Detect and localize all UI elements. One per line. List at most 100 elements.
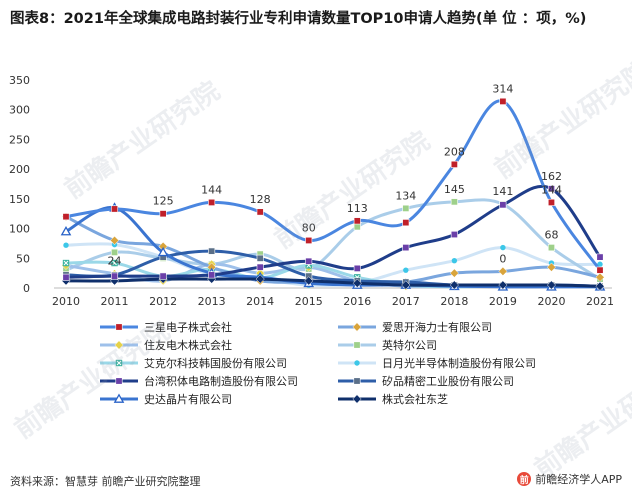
x-tick-label: 2021 — [586, 295, 614, 308]
data-point — [498, 280, 508, 290]
data-point — [547, 244, 555, 252]
data-label: 145 — [444, 183, 465, 196]
legend-item: 艾克尔科技韩国股份有限公司 — [100, 356, 287, 370]
y-tick-label: 50 — [16, 252, 30, 265]
legend-swatch-marker — [115, 323, 123, 331]
legend-swatch-marker — [354, 360, 360, 366]
data-label: 134 — [395, 189, 416, 202]
data-point — [63, 242, 69, 248]
data-label: 128 — [250, 193, 271, 206]
data-point — [450, 198, 458, 206]
data-point — [401, 280, 411, 290]
chart-title: 图表8：2021年全球集成电路封装行业专利申请数量TOP10申请人趋势(单 位 … — [10, 11, 587, 27]
legend-swatch-marker — [114, 340, 124, 350]
legend-item: 爱思开海力士有限公司 — [338, 320, 492, 334]
legend-label: 三星电子株式会社 — [144, 320, 232, 334]
legend-label: 株式会社东芝 — [382, 392, 448, 406]
series-1 — [62, 97, 604, 274]
data-point — [157, 246, 169, 257]
data-label: 141 — [492, 185, 513, 198]
x-tick-label: 2010 — [52, 295, 80, 308]
legend-swatch-marker — [352, 322, 362, 332]
brand-logo-icon: 前 — [517, 472, 532, 486]
data-point — [450, 160, 458, 168]
data-point — [159, 272, 167, 280]
data-point — [62, 213, 70, 221]
source-note: 资料来源：智慧芽 前瞻产业研究院整理 — [10, 475, 201, 488]
data-label: 0 — [499, 252, 506, 265]
legend-swatch-marker-x — [116, 360, 122, 366]
legend-item: 矽品精密工业股份有限公司 — [338, 374, 514, 388]
data-point — [159, 210, 167, 218]
data-point — [547, 185, 555, 193]
data-label: 208 — [444, 145, 465, 158]
y-tick-label: 150 — [9, 193, 30, 206]
data-point — [546, 262, 557, 272]
data-point — [596, 266, 604, 274]
data-point — [208, 247, 216, 255]
legend-item: 台湾积体电路制造股份有限公司 — [100, 374, 298, 388]
legend-item: 英特尔公司 — [338, 338, 437, 352]
data-point — [402, 219, 410, 227]
data-label: 113 — [347, 202, 368, 215]
data-point — [111, 272, 119, 280]
legend-item: 日月光半导体制造股份有限公司 — [338, 356, 536, 370]
data-label: 162 — [541, 170, 562, 183]
x-tick-label: 2015 — [295, 295, 323, 308]
legend-item: 三星电子株式会社 — [100, 320, 232, 334]
legend-label: 住友电木株式会社 — [144, 338, 232, 352]
data-label: 144 — [541, 183, 562, 196]
data-label: 314 — [492, 82, 513, 95]
legend-label: 艾克尔科技韩国股份有限公司 — [144, 356, 287, 370]
data-point — [256, 208, 264, 216]
data-point — [547, 198, 555, 206]
legend-item: 株式会社东芝 — [338, 392, 448, 406]
data-point — [498, 266, 508, 276]
data-point — [499, 97, 507, 105]
data-point — [111, 205, 119, 213]
y-tick-label: 0 — [23, 282, 30, 295]
data-point — [305, 257, 313, 265]
y-tick-label: 100 — [9, 223, 30, 236]
data-point — [449, 268, 459, 278]
data-point — [305, 236, 313, 244]
legend-swatch-marker — [113, 393, 125, 403]
data-point — [353, 264, 361, 272]
data-label: 144 — [201, 183, 222, 196]
data-point — [402, 244, 410, 252]
y-tick-label: 200 — [9, 163, 30, 176]
brand: 前 前瞻经济学人APP — [517, 471, 622, 487]
data-point — [353, 217, 361, 225]
data-point — [451, 257, 458, 264]
x-tick-label: 2019 — [489, 295, 517, 308]
legend-swatch-marker — [353, 341, 361, 349]
data-label: 125 — [153, 195, 174, 208]
data-point — [255, 274, 265, 284]
data-point — [546, 280, 557, 290]
legend-item: 住友电木株式会社 — [100, 338, 232, 352]
y-tick-label: 350 — [9, 74, 30, 87]
x-tick-label: 2017 — [392, 295, 420, 308]
data-point — [208, 198, 216, 206]
data-point — [597, 261, 603, 267]
legend-label: 矽品精密工业股份有限公司 — [382, 374, 514, 388]
x-tick-label: 2012 — [149, 295, 177, 308]
data-point — [403, 267, 409, 273]
data-point-x — [112, 260, 117, 266]
data-point — [500, 244, 506, 251]
legend-label: 台湾积体电路制造股份有限公司 — [144, 374, 298, 388]
line-chart: 0 50 100 150 200 250 300 350 2010 2011 2012 2013 201… — [9, 74, 614, 406]
y-tick-label: 300 — [9, 104, 30, 117]
y-tick-label: 250 — [9, 133, 30, 146]
data-point — [352, 278, 362, 288]
legend-label: 日月光半导体制造股份有限公司 — [382, 356, 536, 370]
data-point — [109, 235, 120, 246]
data-point — [402, 204, 410, 212]
data-point-x — [63, 260, 69, 266]
data-point — [208, 271, 216, 279]
data-point — [449, 280, 459, 290]
data-point — [596, 253, 604, 261]
brand-name: 前瞻经济学人APP — [535, 473, 622, 486]
x-tick-label: 2016 — [343, 295, 371, 308]
legend-swatch-marker — [353, 377, 361, 385]
